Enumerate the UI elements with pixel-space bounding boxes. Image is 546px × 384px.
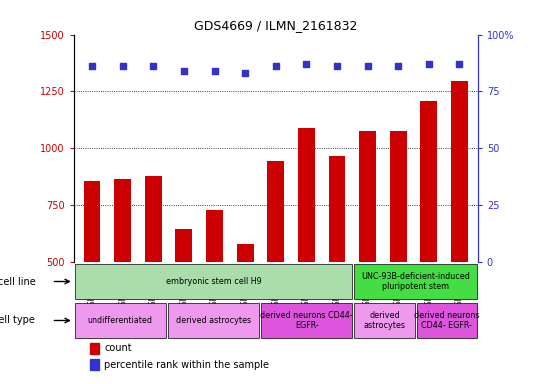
Text: UNC-93B-deficient-induced
pluripotent stem: UNC-93B-deficient-induced pluripotent st… bbox=[361, 272, 470, 291]
Text: undifferentiated: undifferentiated bbox=[88, 316, 153, 325]
Bar bbox=[90, 359, 99, 370]
Point bbox=[302, 61, 311, 67]
Bar bbox=[261, 303, 353, 338]
Point bbox=[149, 63, 158, 70]
Bar bbox=[138, 262, 169, 384]
Bar bbox=[291, 262, 322, 384]
Bar bbox=[260, 262, 291, 384]
Bar bbox=[354, 303, 414, 338]
Point bbox=[363, 63, 372, 70]
Point bbox=[210, 68, 219, 74]
Text: embryonic stem cell H9: embryonic stem cell H9 bbox=[165, 277, 262, 286]
Bar bbox=[168, 303, 259, 338]
Bar bbox=[75, 263, 353, 300]
Bar bbox=[420, 101, 437, 376]
Title: GDS4669 / ILMN_2161832: GDS4669 / ILMN_2161832 bbox=[194, 19, 358, 32]
Bar bbox=[359, 131, 376, 376]
Point bbox=[394, 63, 402, 70]
Text: derived neurons CD44-
EGFR-: derived neurons CD44- EGFR- bbox=[260, 311, 353, 330]
Bar bbox=[417, 303, 477, 338]
Bar bbox=[390, 131, 407, 376]
Bar bbox=[77, 262, 108, 384]
Bar bbox=[413, 262, 444, 384]
Bar bbox=[75, 303, 166, 338]
Bar bbox=[383, 262, 413, 384]
Point bbox=[455, 61, 464, 67]
Point bbox=[118, 63, 127, 70]
Text: derived neurons
CD44- EGFR-: derived neurons CD44- EGFR- bbox=[414, 311, 479, 330]
Text: derived
astrocytes: derived astrocytes bbox=[364, 311, 406, 330]
Bar bbox=[145, 175, 162, 376]
Bar bbox=[237, 244, 253, 376]
Bar bbox=[90, 343, 99, 354]
Text: percentile rank within the sample: percentile rank within the sample bbox=[104, 360, 269, 370]
Bar bbox=[230, 262, 260, 384]
Bar bbox=[206, 210, 223, 376]
Bar bbox=[175, 229, 192, 376]
Text: derived astrocytes: derived astrocytes bbox=[176, 316, 251, 325]
Point bbox=[424, 61, 433, 67]
Bar bbox=[451, 81, 468, 376]
Point bbox=[180, 68, 188, 74]
Bar bbox=[268, 161, 284, 376]
Text: cell line: cell line bbox=[0, 276, 35, 286]
Bar bbox=[108, 262, 138, 384]
Point bbox=[271, 63, 280, 70]
Bar bbox=[114, 179, 131, 376]
Bar bbox=[444, 262, 474, 384]
Bar bbox=[354, 263, 477, 300]
Point bbox=[333, 63, 341, 70]
Bar bbox=[322, 262, 352, 384]
Text: cell type: cell type bbox=[0, 316, 35, 326]
Point bbox=[241, 70, 250, 76]
Bar bbox=[84, 181, 100, 376]
Bar bbox=[329, 156, 346, 376]
Bar bbox=[199, 262, 230, 384]
Point bbox=[88, 63, 97, 70]
Bar bbox=[298, 128, 314, 376]
Bar bbox=[169, 262, 199, 384]
Text: count: count bbox=[104, 343, 132, 353]
Bar bbox=[352, 262, 383, 384]
